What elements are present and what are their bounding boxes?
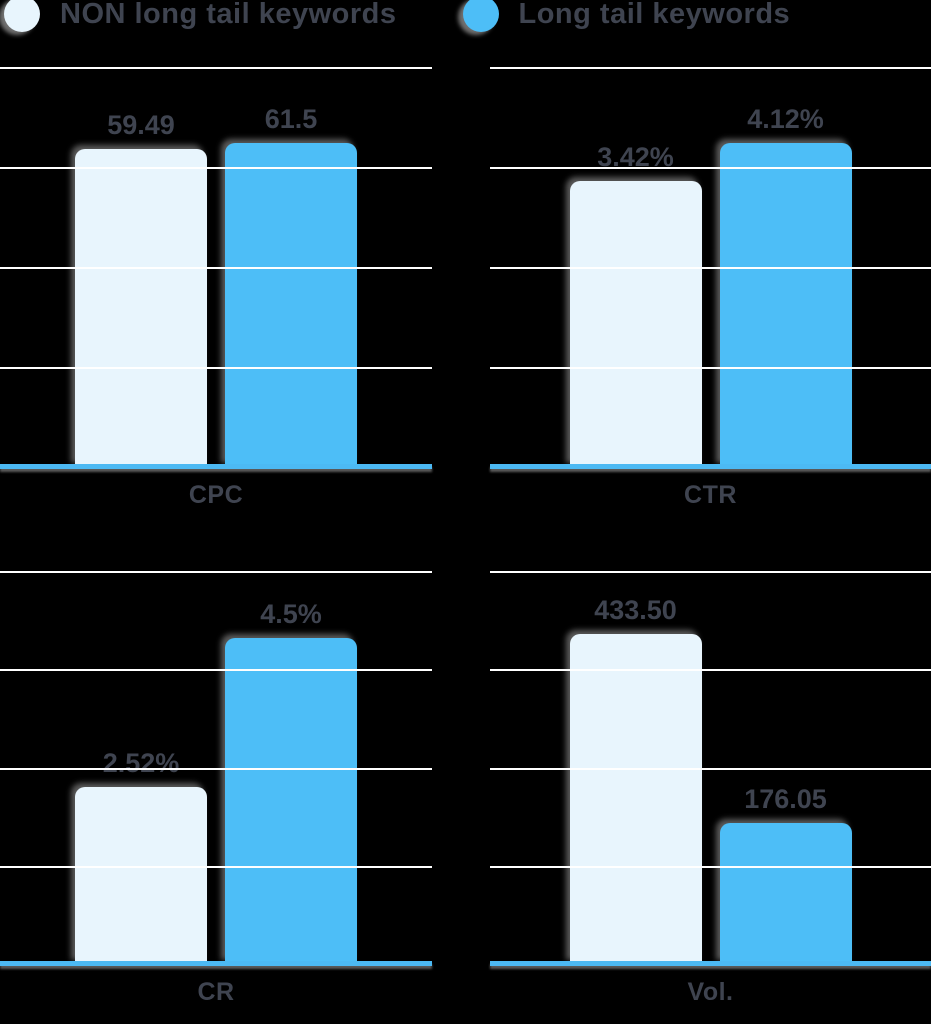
bar-group: 61.5 <box>225 67 357 467</box>
bar-group: 4.12% <box>719 67 852 467</box>
legend: NON long tail keywords Long tail keyword… <box>4 0 931 36</box>
legend-label-non-long-tail: NON long tail keywords <box>60 0 397 30</box>
gridline <box>0 167 432 169</box>
plot-area: 2.52% 4.5% <box>0 571 432 966</box>
gridline <box>490 767 931 770</box>
x-axis-line <box>0 464 432 469</box>
bar-group: 433.50 <box>569 571 702 964</box>
bar-group: 176.05 <box>719 571 852 964</box>
bar-value-label: 4.12% <box>747 104 824 134</box>
bar-group: 4.5% <box>225 571 357 964</box>
plot-area: 433.50 176.05 <box>490 571 931 966</box>
bar-long-tail <box>225 637 357 964</box>
gridline <box>0 571 432 573</box>
bar-non-long-tail <box>75 787 207 964</box>
bar-value-label: 61.5 <box>264 104 318 134</box>
bar-long-tail <box>719 143 852 467</box>
charts-grid: 59.49 61.5 CPC <box>0 67 931 1007</box>
gridline <box>490 267 931 269</box>
chart-panel-cr: 2.52% 4.5% CR <box>0 571 432 1007</box>
bar-value-label: 59.49 <box>107 110 175 140</box>
legend-swatch-blue-icon <box>462 0 499 32</box>
bar-non-long-tail <box>569 181 702 467</box>
x-axis-line <box>490 464 931 469</box>
gridline <box>490 865 931 868</box>
legend-item-long-tail: Long tail keywords <box>462 0 791 32</box>
bar-value-label: 2.52% <box>102 748 180 779</box>
bar-group: 2.52% <box>75 571 207 964</box>
bar-group: 59.49 <box>75 67 207 467</box>
x-axis-label-vol: Vol. <box>687 978 734 1006</box>
bar-long-tail <box>225 143 357 467</box>
x-axis-label-cpc: CPC <box>188 481 244 509</box>
bar-non-long-tail <box>75 149 207 467</box>
bar-group: 3.42% <box>569 67 702 467</box>
bar-value-label: 4.5% <box>260 598 322 629</box>
bar-non-long-tail <box>569 633 702 964</box>
plot-area: 3.42% 4.12% <box>490 67 931 469</box>
gridline <box>490 669 931 672</box>
bar-long-tail <box>719 822 852 964</box>
x-axis-label-ctr: CTR <box>684 481 737 509</box>
bar-value-label: 433.50 <box>594 594 677 625</box>
bar-value-label: 176.05 <box>744 783 827 814</box>
x-axis-label-cr: CR <box>197 978 235 1006</box>
gridline <box>0 267 432 269</box>
gridline <box>490 167 931 169</box>
gridline <box>0 67 432 69</box>
chart-panel-vol: 433.50 176.05 Vol. <box>490 571 931 1007</box>
chart-panel-cpc: 59.49 61.5 CPC <box>0 67 432 510</box>
legend-swatch-light-icon <box>4 0 40 32</box>
plot-area: 59.49 61.5 <box>0 67 432 469</box>
gridline <box>490 67 931 69</box>
gridline <box>0 669 432 672</box>
legend-item-non-long-tail: NON long tail keywords <box>4 0 397 32</box>
gridline <box>490 571 931 573</box>
gridline <box>0 865 432 868</box>
gridline <box>0 767 432 770</box>
gridline <box>0 367 432 369</box>
x-axis-line <box>490 961 931 966</box>
gridline <box>490 367 931 369</box>
legend-label-long-tail: Long tail keywords <box>518 0 791 30</box>
x-axis-line <box>0 961 432 966</box>
chart-panel-ctr: 3.42% 4.12% CTR <box>490 67 931 510</box>
